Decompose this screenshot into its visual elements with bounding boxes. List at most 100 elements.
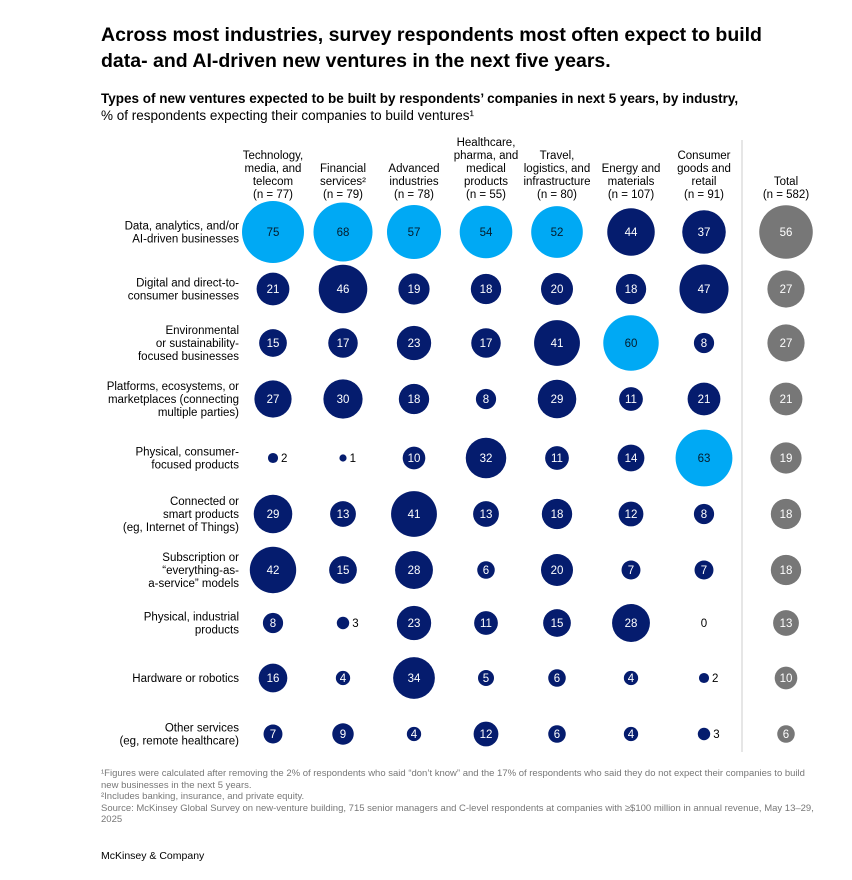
bubble-value-label: 12 bbox=[480, 729, 493, 741]
bubble-value-label: 46 bbox=[337, 284, 350, 296]
bubble bbox=[262, 612, 284, 634]
bubble bbox=[777, 725, 795, 743]
bubble bbox=[623, 670, 639, 686]
column-header-line: logistics, and bbox=[524, 163, 590, 175]
bubble bbox=[323, 379, 363, 419]
bubble bbox=[267, 452, 279, 464]
bubble bbox=[612, 604, 650, 642]
bubble-value-label: 60 bbox=[625, 338, 638, 350]
column-header-line: Energy and bbox=[602, 163, 661, 175]
bubble bbox=[770, 498, 802, 530]
bubble-value-label: 2 bbox=[281, 453, 287, 465]
bubble bbox=[537, 379, 577, 419]
bubble bbox=[531, 206, 583, 258]
bubble bbox=[473, 721, 499, 747]
column-header-line: Healthcare, bbox=[457, 137, 516, 149]
bubble bbox=[548, 669, 566, 687]
bubble-value-label: 6 bbox=[554, 673, 560, 685]
bubble-value-label: 42 bbox=[267, 565, 280, 577]
bubble-value-label: 11 bbox=[551, 453, 563, 465]
row-label-line: products bbox=[195, 625, 239, 637]
chart-title: Across most industries, survey responden… bbox=[101, 24, 762, 72]
bubble-value-label: 8 bbox=[701, 509, 707, 521]
bubble-value-label: 4 bbox=[628, 729, 635, 741]
column-header-line: services² bbox=[320, 176, 366, 188]
bubble bbox=[619, 387, 643, 411]
bubble-value-label: 6 bbox=[554, 729, 560, 741]
bubble bbox=[687, 382, 721, 416]
row-label-line: or sustainability- bbox=[156, 338, 239, 350]
bubble-value-label: 20 bbox=[551, 565, 564, 577]
column-header-line: (n = 80) bbox=[537, 189, 577, 201]
bubble-value-label: 41 bbox=[551, 338, 564, 350]
bubble bbox=[759, 205, 813, 259]
bubble bbox=[675, 429, 733, 487]
bubble bbox=[770, 554, 802, 586]
bubble-value-label: 29 bbox=[551, 394, 564, 406]
bubble bbox=[329, 556, 357, 584]
bubble bbox=[682, 210, 726, 254]
bubble-value-label: 18 bbox=[625, 284, 638, 296]
bubble bbox=[623, 726, 639, 742]
bubble-value-label: 6 bbox=[783, 729, 789, 741]
bubble bbox=[545, 446, 569, 470]
bubble-value-label: 29 bbox=[267, 509, 280, 521]
bubble-value-label: 10 bbox=[780, 673, 793, 685]
column-header-line: media, and bbox=[245, 163, 302, 175]
bubble bbox=[477, 669, 495, 687]
column-header-line: (n = 78) bbox=[394, 189, 434, 201]
row-label-line: focused products bbox=[151, 460, 239, 472]
bubble-value-label: 5 bbox=[483, 673, 489, 685]
bubble bbox=[548, 725, 566, 743]
bubble-value-label: 20 bbox=[551, 284, 564, 296]
bubble-value-label: 7 bbox=[270, 729, 276, 741]
bubble bbox=[615, 273, 647, 305]
bubble bbox=[406, 726, 422, 742]
bubble-value-label: 52 bbox=[551, 227, 564, 239]
bubble bbox=[313, 202, 373, 262]
bubble-value-label: 9 bbox=[340, 729, 346, 741]
bubble-value-label: 14 bbox=[625, 453, 638, 465]
bubble bbox=[618, 501, 644, 527]
bubble bbox=[258, 663, 288, 693]
bubble bbox=[540, 553, 574, 587]
bubble bbox=[249, 546, 297, 594]
bubble-value-label: 13 bbox=[337, 509, 350, 521]
bubble-value-label: 3 bbox=[352, 618, 358, 630]
bubble-value-label: 8 bbox=[483, 394, 489, 406]
bubble-value-label: 19 bbox=[780, 453, 793, 465]
column-header-line: (n = 79) bbox=[323, 189, 363, 201]
bubble bbox=[256, 272, 290, 306]
bubble-value-label: 4 bbox=[411, 729, 418, 741]
bubble bbox=[679, 264, 729, 314]
bubble bbox=[396, 605, 432, 641]
bubble-value-label: 19 bbox=[408, 284, 421, 296]
bubble bbox=[386, 204, 442, 260]
bubble-value-label: 8 bbox=[270, 618, 276, 630]
bubble bbox=[339, 454, 347, 462]
bubble bbox=[253, 494, 293, 534]
column-header-line: (n = 91) bbox=[684, 189, 724, 201]
column-header-line: telecom bbox=[253, 176, 293, 188]
bubble-value-label: 3 bbox=[713, 729, 719, 741]
chart-subtitle: Types of new ventures expected to be bui… bbox=[101, 90, 841, 124]
row-label-line: marketplaces (connecting bbox=[108, 394, 239, 406]
footnote-1: ¹Figures were calculated after removing … bbox=[101, 768, 805, 791]
bubble bbox=[617, 444, 645, 472]
bubble-value-label: 34 bbox=[408, 673, 421, 685]
bubble-value-label: 4 bbox=[340, 673, 347, 685]
column-header-line: pharma, and bbox=[454, 150, 519, 162]
bubble bbox=[603, 315, 659, 371]
column-header-line: Total bbox=[774, 176, 798, 188]
bubble bbox=[697, 727, 711, 741]
column-header-line: goods and bbox=[677, 163, 731, 175]
bubble-value-label: 18 bbox=[551, 509, 564, 521]
bubble bbox=[541, 498, 573, 530]
column-header-line: (n = 107) bbox=[608, 189, 655, 201]
bubble bbox=[769, 382, 803, 416]
row-label-line: consumer businesses bbox=[128, 291, 239, 303]
bubble-value-label: 18 bbox=[480, 284, 493, 296]
bubble bbox=[774, 666, 798, 690]
bubble bbox=[607, 208, 655, 256]
